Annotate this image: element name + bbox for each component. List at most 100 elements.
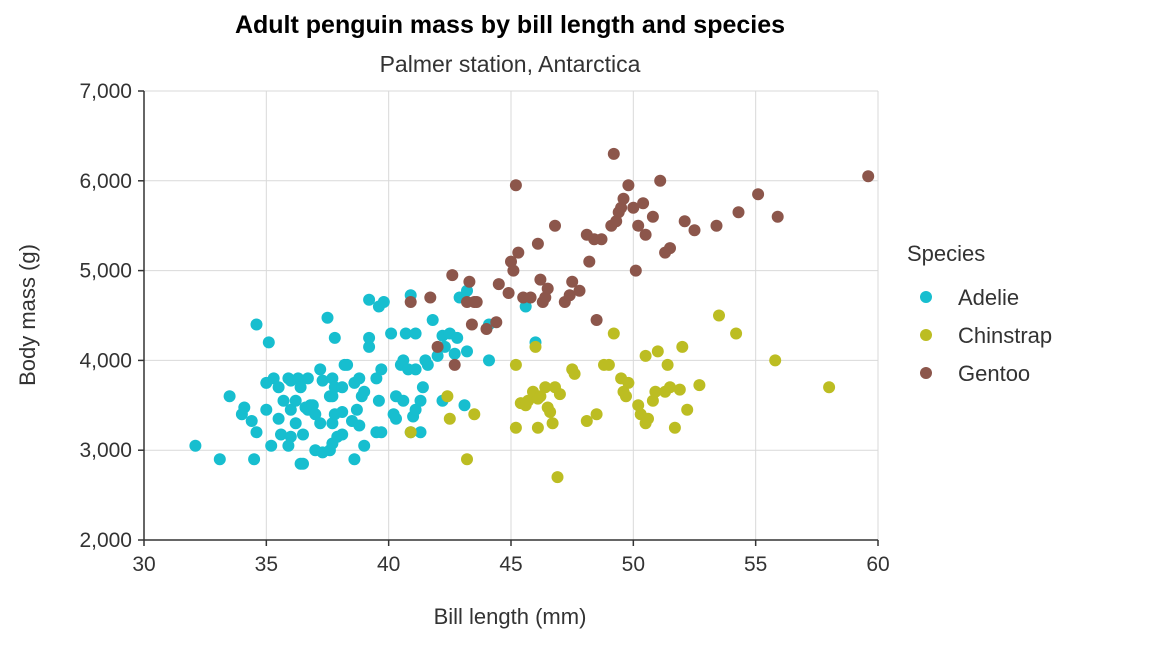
adelie-point (409, 327, 422, 340)
gentoo-point (752, 188, 765, 201)
adelie-point (277, 394, 290, 407)
chinstrap-point (461, 453, 473, 466)
legend-key-chinstrap (920, 329, 932, 341)
chinstrap-point (620, 390, 632, 403)
series-adelie (189, 284, 542, 470)
legend-title: Species (907, 241, 985, 266)
adelie-point (328, 331, 341, 344)
adelie-point (397, 354, 410, 367)
adelie-point (297, 457, 309, 470)
series-chinstrap (404, 309, 836, 484)
y-tick-label: 3,000 (79, 439, 132, 462)
adelie-point (363, 293, 376, 306)
chinstrap-point (544, 406, 557, 418)
chinstrap-point (551, 471, 564, 484)
x-tick-label: 55 (744, 553, 767, 576)
chinstrap-point (676, 340, 689, 353)
adelie-point (250, 318, 263, 331)
gentoo-point (629, 264, 642, 277)
legend-label-chinstrap: Chinstrap (958, 323, 1052, 348)
adelie-point (370, 372, 383, 385)
chinstrap-point (590, 408, 603, 421)
gentoo-point (607, 147, 620, 160)
gentoo-point (590, 314, 603, 326)
gentoo-point (448, 358, 461, 371)
adelie-point (399, 327, 412, 340)
chinstrap-point (534, 390, 547, 403)
adelie-point (519, 300, 532, 313)
adelie-point (272, 381, 285, 394)
chinstrap-point (529, 340, 542, 353)
adelie-point (372, 394, 385, 407)
chinstrap-point (642, 412, 654, 425)
chinstrap-point (664, 381, 676, 394)
chinstrap-point (522, 394, 535, 407)
chinstrap-point (661, 358, 674, 371)
adelie-point (238, 401, 251, 414)
adelie-point (353, 372, 366, 385)
gentoo-point (431, 340, 444, 353)
chinstrap-point (509, 358, 522, 371)
adelie-point (431, 349, 444, 362)
chinstrap-point (681, 403, 694, 416)
adelie-point (250, 426, 263, 439)
x-tick-label: 50 (622, 553, 645, 576)
adelie-point (353, 419, 366, 432)
adelie-point (421, 358, 434, 371)
chinstrap-point (639, 349, 652, 362)
legend-key-gentoo (920, 367, 932, 379)
adelie-point (223, 390, 236, 403)
y-tick-label: 4,000 (79, 349, 132, 372)
adelie-point (348, 453, 361, 466)
gentoo-point (470, 296, 483, 308)
adelie-point (377, 296, 390, 308)
adelie-point (416, 381, 429, 394)
chinstrap-point (651, 345, 664, 358)
chinstrap-point (649, 385, 662, 398)
chinstrap-point (443, 412, 456, 425)
adelie-point (458, 399, 471, 412)
adelie-point (289, 417, 302, 430)
chinstrap-point (553, 388, 566, 401)
adelie-point (326, 417, 339, 430)
adelie-point (336, 381, 349, 394)
gentoo-point (573, 284, 586, 297)
adelie-point (448, 347, 461, 360)
y-tick-label: 5,000 (79, 260, 132, 283)
y-tick-label: 6,000 (79, 170, 132, 193)
gentoo-point (639, 228, 652, 241)
chinstrap-point (404, 426, 417, 439)
legend-label-gentoo: Gentoo (958, 361, 1030, 386)
adelie-point (245, 415, 258, 427)
gentoo-point (627, 201, 640, 214)
adelie-point (314, 363, 327, 376)
adelie-point (350, 403, 363, 416)
gentoo-point (524, 291, 537, 304)
adelie-point (262, 336, 275, 349)
adelie-point (390, 412, 402, 425)
x-tick-label: 35 (255, 553, 278, 576)
chinstrap-point (539, 381, 552, 394)
adelie-point (297, 428, 309, 441)
chinstrap-point (693, 379, 706, 392)
chinstrap-point (646, 394, 659, 407)
gentoo-point (463, 275, 476, 288)
adelie-point (414, 426, 427, 439)
adelie-point (306, 399, 319, 412)
gentoo-point (446, 269, 459, 282)
x-tick-label: 60 (866, 553, 889, 576)
gentoo-point (862, 170, 875, 183)
series-gentoo (404, 147, 875, 371)
adelie-point (414, 394, 427, 407)
adelie-point (451, 331, 464, 344)
chinstrap-point (568, 367, 581, 380)
chinstrap-point (632, 399, 645, 412)
chinstrap-point (622, 376, 635, 389)
adelie-point (267, 372, 280, 385)
chinstrap-point (509, 421, 522, 434)
x-tick-label: 30 (132, 553, 155, 576)
gentoo-point (771, 210, 784, 223)
y-axis-label: Body mass (g) (15, 244, 40, 386)
gentoo-point (678, 215, 691, 228)
gentoo-point (595, 233, 608, 246)
